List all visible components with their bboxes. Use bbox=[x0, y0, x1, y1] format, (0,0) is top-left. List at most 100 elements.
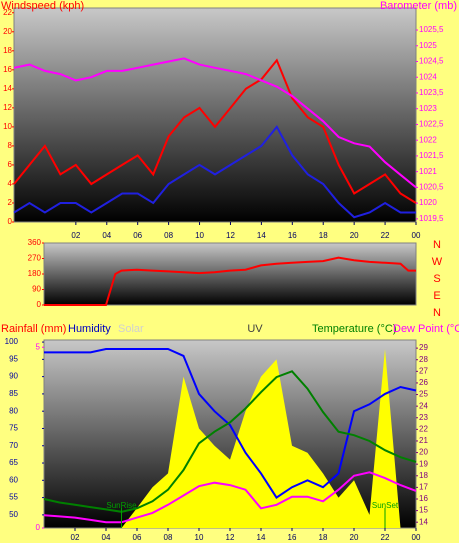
x-tick-label: 16 bbox=[288, 533, 297, 542]
tick-label: 22 bbox=[419, 424, 428, 433]
plot-area bbox=[43, 242, 417, 306]
x-tick-label: 06 bbox=[133, 231, 142, 240]
x-tick-label: 06 bbox=[133, 533, 142, 542]
tick-label: 5 bbox=[36, 342, 41, 351]
tick-label: 80 bbox=[9, 406, 18, 415]
tick-label: 8 bbox=[8, 141, 13, 150]
tick-label: 75 bbox=[9, 424, 18, 433]
tick-label: 27 bbox=[419, 366, 428, 375]
series-label: Humidity bbox=[68, 323, 111, 335]
x-tick-label: 10 bbox=[195, 231, 204, 240]
direction-label: W bbox=[432, 256, 443, 268]
tick-label: 270 bbox=[28, 254, 42, 263]
tick-label: 1020 bbox=[419, 198, 437, 207]
series-label: Dew Point (°C) bbox=[393, 323, 459, 335]
direction-label: N bbox=[433, 307, 441, 319]
tick-label: 20 bbox=[3, 27, 12, 36]
line bbox=[43, 471, 417, 524]
tick-label: 28 bbox=[419, 355, 428, 364]
direction-label: E bbox=[433, 290, 440, 302]
tick-label: 180 bbox=[28, 269, 42, 278]
tick-label: 1025,5 bbox=[419, 25, 444, 34]
tick-label: 70 bbox=[9, 441, 18, 450]
x-tick-label: 00 bbox=[412, 231, 421, 240]
series-label: Temperature (°C) bbox=[312, 323, 396, 335]
tick-label: 0 bbox=[37, 300, 42, 309]
line bbox=[13, 57, 417, 189]
tick-label: 26 bbox=[419, 378, 428, 387]
tick-label: 17 bbox=[419, 482, 428, 491]
axis-title: Barometer (mb) bbox=[380, 0, 457, 12]
x-tick-label: 04 bbox=[102, 231, 111, 240]
tick-label: 1022,5 bbox=[419, 120, 444, 129]
tick-label: 22 bbox=[3, 8, 12, 17]
tick-label: 18 bbox=[419, 471, 428, 480]
tick-label: 1025 bbox=[419, 41, 437, 50]
tick-label: 24 bbox=[419, 401, 428, 410]
line bbox=[13, 125, 416, 219]
tick-label: 14 bbox=[419, 517, 428, 526]
annotation: SunSet bbox=[372, 501, 399, 510]
tick-label: 0 bbox=[8, 217, 13, 226]
x-tick-label: 02 bbox=[71, 533, 80, 542]
tick-label: 25 bbox=[419, 390, 428, 399]
x-tick-label: 10 bbox=[195, 533, 204, 542]
line bbox=[43, 370, 417, 513]
tick-label: 360 bbox=[28, 238, 42, 247]
tick-label: 15 bbox=[419, 506, 428, 515]
tick-label: 16 bbox=[3, 65, 12, 74]
tick-label: 65 bbox=[9, 458, 18, 467]
tick-label: 0 bbox=[36, 523, 41, 532]
x-tick-label: 22 bbox=[381, 533, 390, 542]
tick-label: 1023,5 bbox=[419, 88, 444, 97]
tick-label: 50 bbox=[9, 510, 18, 519]
x-tick-label: 18 bbox=[319, 231, 328, 240]
x-tick-label: 18 bbox=[319, 533, 328, 542]
direction-label: S bbox=[433, 273, 440, 285]
tick-label: 20 bbox=[419, 448, 428, 457]
tick-label: 6 bbox=[8, 160, 13, 169]
tick-label: 4 bbox=[8, 179, 13, 188]
tick-label: 1022 bbox=[419, 135, 437, 144]
series-label: Solar bbox=[118, 323, 144, 335]
tick-label: 90 bbox=[9, 372, 18, 381]
tick-label: 29 bbox=[419, 343, 428, 352]
direction-label: N bbox=[433, 239, 441, 251]
x-tick-label: 04 bbox=[102, 533, 111, 542]
x-tick-label: 08 bbox=[164, 231, 173, 240]
tick-label: 2 bbox=[8, 198, 13, 207]
series-label: UV bbox=[247, 323, 263, 335]
tick-label: 21 bbox=[419, 436, 428, 445]
tick-label: 23 bbox=[419, 413, 428, 422]
tick-label: 14 bbox=[3, 84, 12, 93]
tick-label: 12 bbox=[3, 103, 12, 112]
tick-label: 1024 bbox=[419, 72, 437, 81]
tick-label: 100 bbox=[5, 337, 19, 346]
annotation: SunRise bbox=[106, 501, 137, 510]
x-tick-label: 14 bbox=[257, 231, 266, 240]
tick-label: 18 bbox=[3, 46, 12, 55]
line bbox=[44, 256, 416, 306]
tick-label: 1021,5 bbox=[419, 151, 444, 160]
line bbox=[13, 58, 417, 204]
tick-label: 95 bbox=[9, 354, 18, 363]
x-tick-label: 22 bbox=[381, 231, 390, 240]
x-tick-label: 08 bbox=[164, 533, 173, 542]
tick-label: 60 bbox=[9, 475, 18, 484]
series-label: Rainfall (mm) bbox=[1, 323, 66, 335]
x-tick-label: 12 bbox=[226, 533, 235, 542]
line bbox=[44, 348, 417, 499]
x-tick-label: 20 bbox=[350, 231, 359, 240]
tick-label: 10 bbox=[3, 122, 12, 131]
tick-label: 16 bbox=[419, 494, 428, 503]
x-tick-label: 00 bbox=[412, 533, 421, 542]
x-tick-label: 16 bbox=[288, 231, 297, 240]
area bbox=[44, 349, 416, 528]
tick-label: 90 bbox=[32, 285, 41, 294]
tick-label: 55 bbox=[9, 493, 18, 502]
x-tick-label: 12 bbox=[226, 231, 235, 240]
tick-label: 1023 bbox=[419, 104, 437, 113]
tick-label: 19 bbox=[419, 459, 428, 468]
x-tick-label: 14 bbox=[257, 533, 266, 542]
